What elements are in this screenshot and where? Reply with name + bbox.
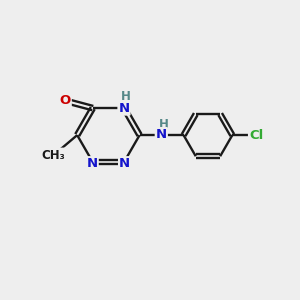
- Text: H: H: [158, 118, 168, 131]
- Text: N: N: [87, 157, 98, 170]
- Text: N: N: [118, 102, 130, 115]
- Text: O: O: [59, 94, 71, 107]
- Text: Cl: Cl: [249, 129, 263, 142]
- Text: H: H: [121, 90, 130, 103]
- Text: CH₃: CH₃: [41, 148, 65, 162]
- Text: N: N: [156, 128, 167, 141]
- Text: N: N: [119, 157, 130, 170]
